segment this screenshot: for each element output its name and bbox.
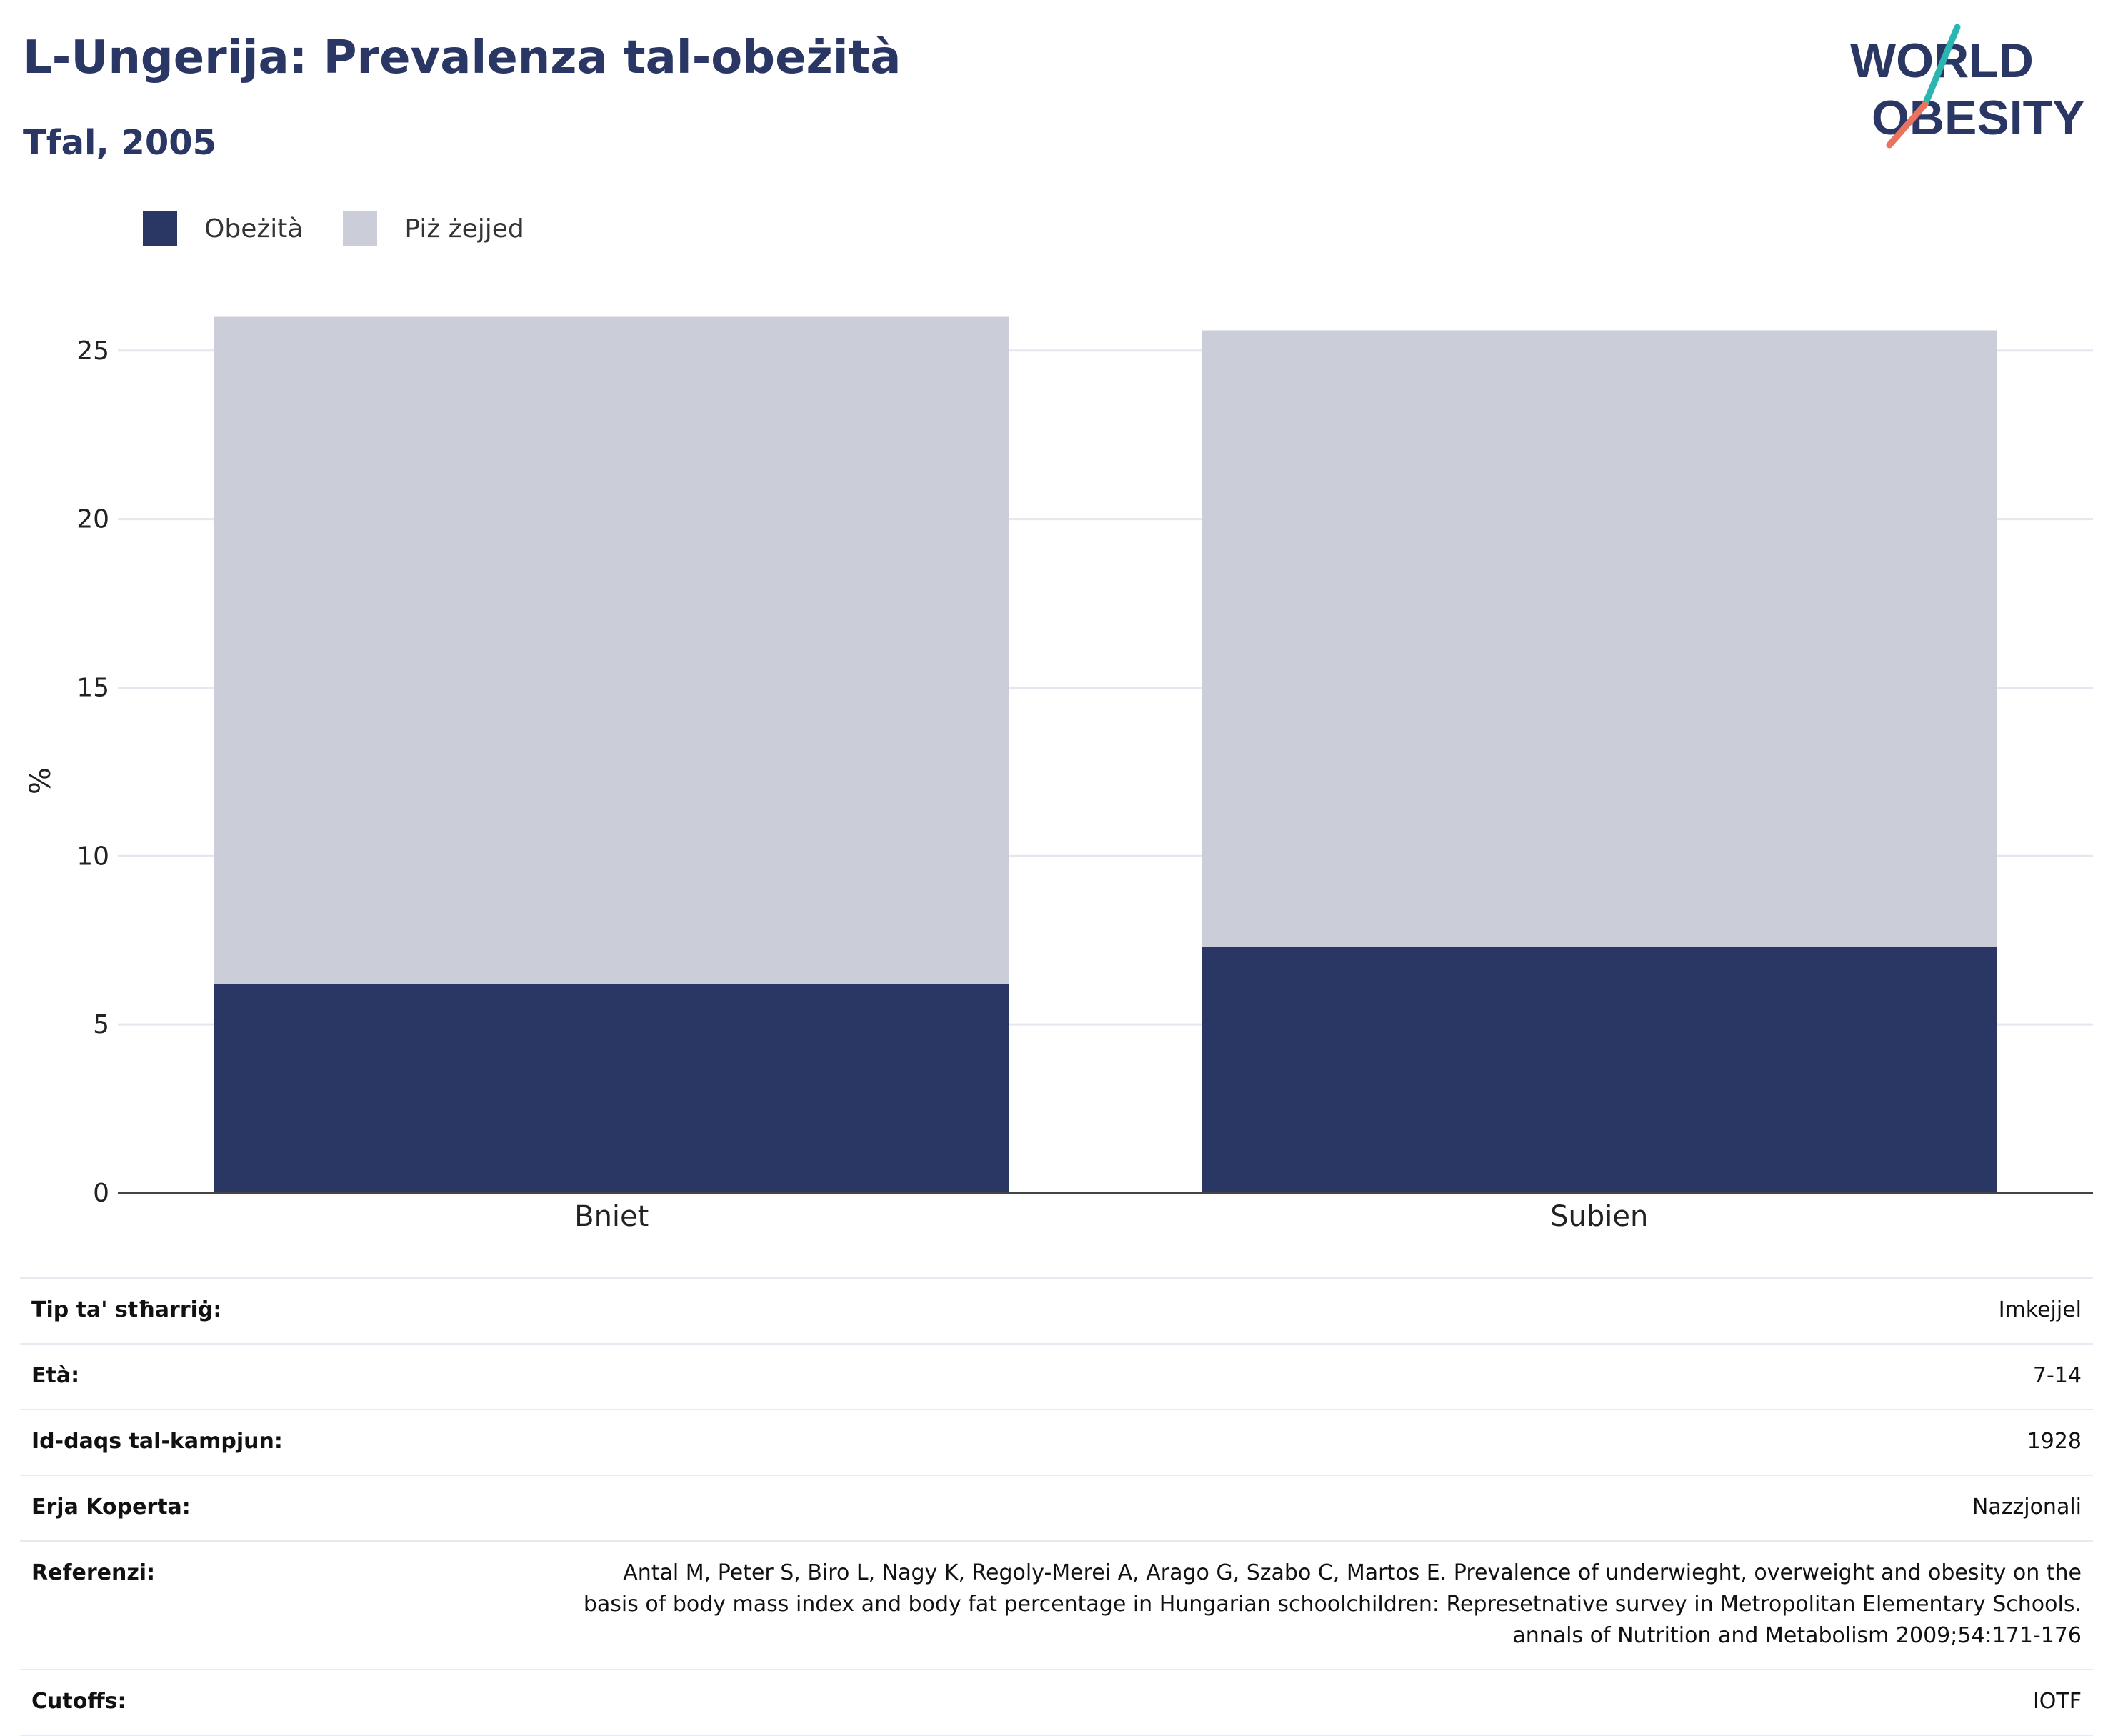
- world-obesity-logo: WORLD OBESITY: [1850, 24, 2085, 149]
- stacked-bar-chart: 0 5 10 15 20 25% Bniet Subien: [24, 316, 2093, 1233]
- y-tick-label: 20: [76, 505, 109, 534]
- info-label: Età:: [31, 1363, 80, 1388]
- info-label: Cutoffs:: [31, 1689, 126, 1714]
- legend-item-obesity[interactable]: Obeżità: [143, 211, 303, 246]
- info-row-age: Età: 7-14: [20, 1343, 2093, 1409]
- legend-label-overweight: Piż żejjed: [404, 214, 524, 244]
- info-value: 7-14: [2032, 1363, 2082, 1388]
- info-label: Erja Koperta:: [31, 1495, 191, 1520]
- info-row-survey-type: Tip ta' stħarriġ: Imkejjel: [20, 1277, 2093, 1343]
- y-tick-label: 5: [93, 1010, 109, 1039]
- info-value: Antal M, Peter S, Biro L, Nagy K, Regoly…: [583, 1560, 2082, 1648]
- logo-word-obesity: OBESITY: [1872, 91, 2085, 145]
- overweight-bar: [1202, 330, 1997, 947]
- info-value: 1928: [2027, 1429, 2082, 1454]
- y-tick-label: 15: [76, 673, 109, 702]
- x-category-label: Subien: [1550, 1200, 1648, 1233]
- logo-slash-coral: [1886, 101, 1929, 149]
- y-tick-label: 0: [93, 1179, 109, 1208]
- y-tick-label: 25: [76, 336, 109, 366]
- info-label: Id-daqs tal-kampjun:: [31, 1429, 283, 1454]
- info-label: Referenzi:: [31, 1560, 156, 1585]
- info-row-sample-size: Id-daqs tal-kampjun: 1928: [20, 1409, 2093, 1475]
- legend-swatch-overweight: [343, 211, 378, 246]
- y-tick-label: 10: [76, 842, 109, 871]
- obesity-bar: [1202, 947, 1997, 1193]
- info-value: IOTF: [2032, 1689, 2082, 1714]
- legend-label-obesity: Obeżità: [204, 214, 304, 244]
- legend-swatch-obesity: [143, 211, 177, 246]
- x-category-label: Bniet: [574, 1200, 649, 1233]
- chart-title: L-Ungerija: Prevalenza tal-obeżità: [23, 31, 901, 84]
- overweight-bar: [214, 316, 1009, 984]
- info-label: Tip ta' stħarriġ:: [31, 1297, 222, 1322]
- info-row-cutoffs: Cutoffs: IOTF: [20, 1669, 2093, 1736]
- survey-info-table: Tip ta' stħarriġ: Imkejjel Età: 7-14 Id-…: [20, 1277, 2093, 1736]
- info-value: Nazzjonali: [1972, 1495, 2082, 1520]
- legend-item-overweight[interactable]: Piż żejjed: [343, 211, 524, 246]
- chart-legend: Obeżità Piż żejjed: [143, 211, 564, 246]
- info-row-references: Referenzi: Antal M, Peter S, Biro L, Nag…: [20, 1540, 2093, 1669]
- info-value: Imkejjel: [1998, 1297, 2082, 1322]
- info-row-area-covered: Erja Koperta: Nazzjonali: [20, 1475, 2093, 1540]
- obesity-bar: [214, 984, 1009, 1193]
- logo-slash-teal: [1922, 24, 1961, 108]
- y-axis-label: %: [24, 767, 57, 794]
- chart-subtitle: Tfal, 2005: [23, 123, 217, 163]
